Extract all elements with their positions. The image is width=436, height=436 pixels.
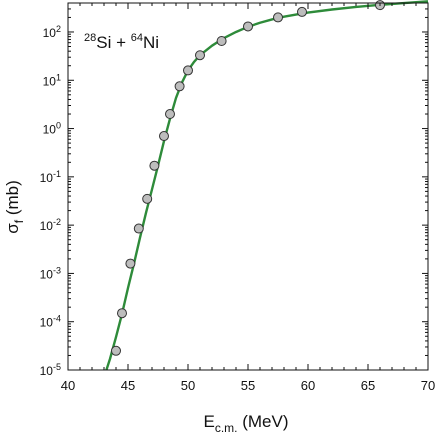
fit-curve <box>105 0 429 371</box>
x-tick-label: 50 <box>181 378 195 393</box>
data-point <box>174 81 185 92</box>
projectile-mass-number: 28 <box>84 32 96 44</box>
x-tick-label: 40 <box>61 378 75 393</box>
plus-sign: + <box>111 33 130 52</box>
x-axis-ticks: 40 45 50 55 60 65 70 <box>61 3 435 393</box>
y-axis-label-main: σ <box>3 223 22 234</box>
y-tick-label: 102 <box>43 24 61 40</box>
data-point <box>133 223 144 234</box>
y-tick-exponent: 2 <box>56 24 61 34</box>
target-element: Ni <box>143 33 159 52</box>
projectile-element: Si <box>96 33 111 52</box>
y-tick-exponent: -3 <box>53 265 61 275</box>
data-point <box>165 109 175 120</box>
x-axis-label: Ec.m. (MeV) <box>203 412 288 435</box>
target-mass-number: 64 <box>131 32 143 44</box>
x-tick-label: 60 <box>301 378 315 393</box>
y-axis-label-unit: (mb) <box>3 180 22 220</box>
data-point <box>125 258 136 269</box>
data-point <box>149 160 160 171</box>
y-tick-base: 10 <box>40 267 54 281</box>
y-tick-base: 10 <box>43 26 57 40</box>
y-tick-label: 10-2 <box>40 217 61 233</box>
y-tick-label: 10-1 <box>40 169 61 185</box>
x-axis-label-main: E <box>203 412 214 431</box>
data-point <box>183 65 193 76</box>
x-tick-label: 55 <box>241 378 255 393</box>
y-tick-base: 10 <box>40 219 54 233</box>
x-axis-label-sub: c.m. <box>215 421 238 435</box>
data-point <box>159 131 169 142</box>
fit-curve-layer <box>105 0 429 371</box>
data-point <box>273 12 283 23</box>
y-tick-label: 10-5 <box>40 362 61 378</box>
y-tick-base: 10 <box>40 171 54 185</box>
data-point <box>216 36 227 47</box>
y-tick-exponent: 0 <box>56 121 61 131</box>
y-tick-base: 10 <box>40 364 54 378</box>
data-point <box>142 193 153 204</box>
x-tick-label: 70 <box>421 378 435 393</box>
y-tick-exponent: -5 <box>53 362 61 372</box>
y-tick-label: 10-3 <box>40 265 61 281</box>
data-point <box>195 50 205 61</box>
data-point <box>243 21 253 32</box>
y-axis-label-sub: f <box>12 219 26 223</box>
y-tick-exponent: -2 <box>53 217 61 227</box>
y-tick-exponent: -1 <box>53 169 61 179</box>
y-tick-label: 101 <box>43 72 61 88</box>
y-tick-base: 10 <box>43 74 57 88</box>
data-points-layer <box>111 0 385 356</box>
reaction-label: 28Si + 64Ni <box>84 32 159 52</box>
y-tick-base: 10 <box>43 123 57 137</box>
x-tick-label: 45 <box>121 378 135 393</box>
data-point <box>117 308 127 319</box>
y-tick-label: 10-4 <box>40 314 61 330</box>
y-tick-label: 100 <box>43 121 61 137</box>
data-point <box>111 345 121 356</box>
y-tick-exponent: 1 <box>56 72 61 82</box>
x-tick-label: 65 <box>361 378 375 393</box>
y-tick-exponent: -4 <box>53 314 61 324</box>
data-point <box>297 6 307 17</box>
y-axis-label: σf (mb) <box>3 180 26 234</box>
x-axis-label-unit: (MeV) <box>238 412 289 431</box>
y-tick-base: 10 <box>40 316 54 330</box>
